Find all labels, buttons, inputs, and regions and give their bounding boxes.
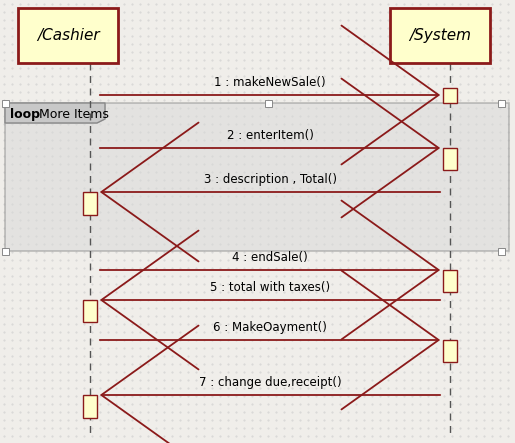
Text: loop: loop bbox=[10, 108, 40, 120]
Text: 6 : MakeOayment(): 6 : MakeOayment() bbox=[213, 321, 327, 334]
Bar bbox=[443, 148, 457, 170]
Text: 2 : enterItem(): 2 : enterItem() bbox=[227, 129, 314, 142]
Bar bbox=[2, 248, 9, 254]
Text: 4 : endSale(): 4 : endSale() bbox=[232, 251, 308, 264]
Polygon shape bbox=[5, 103, 105, 123]
Text: /System: /System bbox=[409, 28, 471, 43]
Bar bbox=[5, 103, 509, 251]
Bar bbox=[390, 8, 490, 63]
Bar bbox=[443, 340, 457, 362]
Bar bbox=[443, 88, 457, 103]
Text: 7 : change due,receipt(): 7 : change due,receipt() bbox=[199, 376, 341, 389]
Text: 3 : description , Total(): 3 : description , Total() bbox=[203, 173, 336, 186]
Bar bbox=[83, 192, 97, 215]
Bar bbox=[265, 100, 271, 106]
Text: 1 : makeNewSale(): 1 : makeNewSale() bbox=[214, 76, 326, 89]
Bar bbox=[83, 300, 97, 322]
Bar bbox=[83, 395, 97, 418]
Text: /Cashier: /Cashier bbox=[37, 28, 99, 43]
Bar bbox=[2, 100, 9, 106]
Bar bbox=[18, 8, 118, 63]
Bar bbox=[443, 270, 457, 292]
Bar bbox=[497, 248, 505, 254]
Bar bbox=[497, 100, 505, 106]
Text: 5 : total with taxes(): 5 : total with taxes() bbox=[210, 281, 330, 294]
Text: More Items: More Items bbox=[35, 108, 109, 120]
